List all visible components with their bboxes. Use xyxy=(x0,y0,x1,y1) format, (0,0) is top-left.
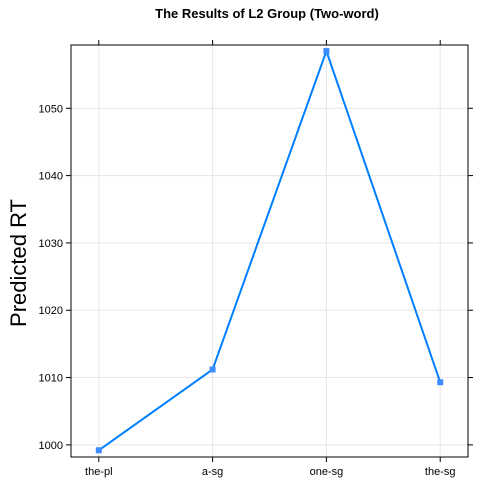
x-tick-label: the-pl xyxy=(85,466,113,478)
x-tick-label: a-sg xyxy=(202,466,223,478)
x-tick-label: the-sg xyxy=(425,466,456,478)
chart-title: The Results of L2 Group (Two-word) xyxy=(155,6,379,21)
data-point xyxy=(323,48,330,55)
grid-lines xyxy=(71,45,468,457)
y-tick-label: 1000 xyxy=(39,440,63,452)
data-point xyxy=(95,447,102,454)
plot-frame xyxy=(70,44,469,458)
series-group xyxy=(95,48,444,454)
series-line xyxy=(98,48,442,452)
x-tick-label: one-sg xyxy=(310,466,344,478)
y-axis-label: Predicted RT xyxy=(6,199,31,327)
y-tick-label: 1010 xyxy=(39,373,63,385)
y-tick-label: 1050 xyxy=(39,103,63,115)
data-point xyxy=(437,379,444,386)
axis-ticks: the-pl a-sg one-sg the-sg 1000 1010 1020 1030 10… xyxy=(39,40,473,478)
data-point xyxy=(209,366,216,373)
y-tick-label: 1020 xyxy=(39,305,63,317)
y-tick-label: 1030 xyxy=(39,238,63,250)
y-tick-label: 1040 xyxy=(39,171,63,183)
